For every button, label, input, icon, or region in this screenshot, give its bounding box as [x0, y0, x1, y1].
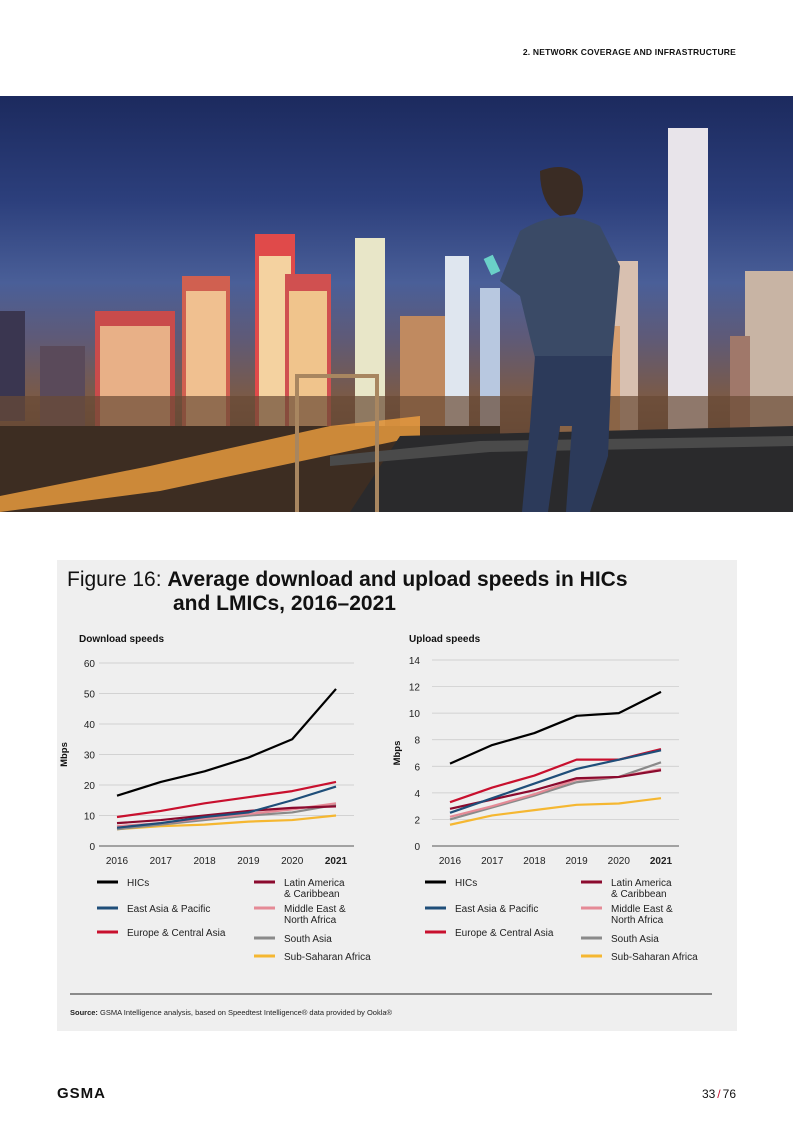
figure-title-line1: Average download and upload speeds in HI…	[167, 568, 628, 591]
legend-label-line2: North Africa	[611, 915, 664, 926]
x-tick-label: 2018	[523, 856, 546, 867]
legend-label: Europe & Central Asia	[127, 928, 226, 939]
divider	[70, 993, 712, 995]
y-tick-label: 14	[409, 656, 421, 667]
series-line-hics	[116, 688, 337, 797]
series-line-east-asia-pacific	[449, 749, 662, 814]
legend-label-line2: North Africa	[284, 915, 337, 926]
y-tick-label: 50	[84, 690, 96, 701]
figure-title-line2: and LMICs, 2016–2021	[173, 592, 396, 615]
x-tick-label: 2016	[106, 856, 129, 867]
page-separator: /	[717, 1087, 721, 1101]
figure-label: Figure 16:	[67, 568, 168, 591]
y-tick-label: 8	[414, 736, 420, 747]
x-tick-label: 2021	[325, 856, 348, 867]
y-tick-label: 0	[414, 842, 420, 853]
x-tick-label: 2020	[608, 856, 631, 867]
x-tick-label: 2019	[565, 856, 588, 867]
legend-label: East Asia & Pacific	[127, 904, 210, 915]
y-tick-label: 40	[84, 720, 96, 731]
legend-label: HICs	[455, 878, 477, 889]
legend-label: Middle East &	[611, 904, 673, 915]
chart-title: Upload speeds	[409, 634, 481, 645]
legend-label: Europe & Central Asia	[455, 928, 554, 939]
legend-label: East Asia & Pacific	[455, 904, 538, 915]
series-line-europe-central-asia	[116, 780, 337, 819]
source-label: Source:	[70, 1008, 98, 1017]
source-note: Source: GSMA Intelligence analysis, base…	[70, 1008, 392, 1017]
legend-label: South Asia	[284, 934, 332, 945]
y-tick-label: 2	[414, 815, 420, 826]
hero-photo	[0, 96, 793, 512]
legend-label: Latin America	[284, 878, 345, 889]
series-line-east-asia-pacific	[116, 785, 337, 829]
x-tick-label: 2018	[193, 856, 216, 867]
y-axis-label: Mbps	[59, 742, 70, 767]
legend-label: Sub-Saharan Africa	[611, 952, 698, 963]
series-line-sub-saharan-africa	[116, 814, 337, 831]
series-line-hics	[449, 690, 662, 765]
source-text: GSMA Intelligence analysis, based on Spe…	[97, 1008, 393, 1017]
series-line-latin-america-caribbean	[116, 805, 337, 825]
x-tick-label: 2021	[650, 856, 673, 867]
figure-panel: Figure 16: Average download and upload s…	[57, 560, 737, 1031]
x-tick-label: 2017	[150, 856, 173, 867]
chart-title: Download speeds	[79, 634, 164, 645]
page-current: 33	[701, 1087, 716, 1101]
legend-label: HICs	[127, 878, 149, 889]
y-tick-label: 12	[409, 683, 421, 694]
x-tick-label: 2020	[281, 856, 304, 867]
legend-label: Sub-Saharan Africa	[284, 952, 371, 963]
gsma-logo: GSMA	[57, 1085, 106, 1102]
y-tick-label: 10	[409, 709, 421, 720]
page-total: 76	[722, 1087, 736, 1101]
y-tick-label: 20	[84, 781, 96, 792]
figure-title: Figure 16: Average download and upload s…	[67, 568, 628, 615]
city-skyline-illustration	[0, 128, 793, 512]
legend-label: Latin America	[611, 878, 672, 889]
page-number: 33/76	[702, 1087, 736, 1101]
y-tick-label: 6	[414, 762, 420, 773]
section-header: 2. NETWORK COVERAGE AND INFRASTRUCTURE	[522, 47, 736, 57]
y-tick-label: 60	[84, 659, 96, 670]
legend-label: Middle East &	[284, 904, 346, 915]
x-tick-label: 2016	[439, 856, 462, 867]
series-line-sub-saharan-africa	[449, 797, 662, 826]
y-tick-label: 10	[84, 812, 96, 823]
legend-label-line2: & Caribbean	[611, 889, 667, 900]
y-tick-label: 4	[414, 789, 420, 800]
series-line-south-asia	[116, 803, 337, 831]
legend-label-line2: & Caribbean	[284, 889, 340, 900]
x-tick-label: 2017	[481, 856, 504, 867]
y-tick-label: 30	[84, 751, 96, 762]
legend-label: South Asia	[611, 934, 659, 945]
x-tick-label: 2019	[237, 856, 260, 867]
y-tick-label: 0	[89, 842, 95, 853]
y-axis-label: Mbps	[392, 741, 403, 766]
